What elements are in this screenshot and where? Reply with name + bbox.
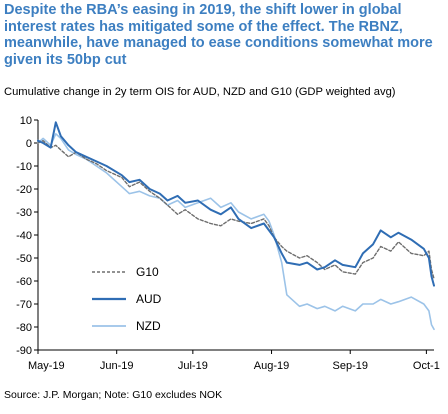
legend-label-nzd: NZD [136, 319, 161, 333]
chart-axes: 10 0 -10 -20 -30 -40 -50 -60 -70 -80 -90 May-19 Jun-… [16, 115, 440, 372]
y-tick-label: -80 [16, 322, 32, 334]
y-tick-label: -90 [16, 345, 32, 357]
chart-headline: Despite the RBA’s easing in 2019, the sh… [4, 2, 433, 68]
y-tick-label: 0 [26, 138, 32, 150]
chart-lines [37, 121, 435, 331]
y-tick-label: -10 [16, 161, 32, 173]
chart-legend: G10 AUD NZD [92, 265, 162, 333]
y-tick-label: -40 [16, 230, 32, 242]
chart-subtitle: Cumulative change in 2y term OIS for AUD… [4, 86, 396, 98]
x-tick-label: Sep-19 [332, 360, 367, 372]
x-tick-label: Oct-1 [413, 360, 440, 372]
y-tick-label: -70 [16, 299, 32, 311]
line-chart: 10 0 -10 -20 -30 -40 -50 -60 -70 -80 -90 May-19 Jun-… [16, 115, 440, 372]
source-note: Source: J.P. Morgan; Note: G10 excludes … [4, 389, 223, 401]
series-line-nzd [37, 132, 435, 331]
legend-label-g10: G10 [136, 265, 159, 279]
y-tick-label: -50 [16, 253, 32, 265]
x-tick-label: May-19 [28, 360, 65, 372]
x-tick-label: Jun-19 [100, 360, 134, 372]
x-tick-label: Jul-19 [178, 360, 208, 372]
x-tick-label: Aug-19 [254, 360, 289, 372]
y-tick-label: -60 [16, 276, 32, 288]
y-tick-label: -20 [16, 184, 32, 196]
series-line-aud [37, 121, 435, 287]
y-tick-label: -30 [16, 207, 32, 219]
y-tick-label: 10 [20, 115, 32, 127]
legend-label-aud: AUD [136, 292, 162, 306]
